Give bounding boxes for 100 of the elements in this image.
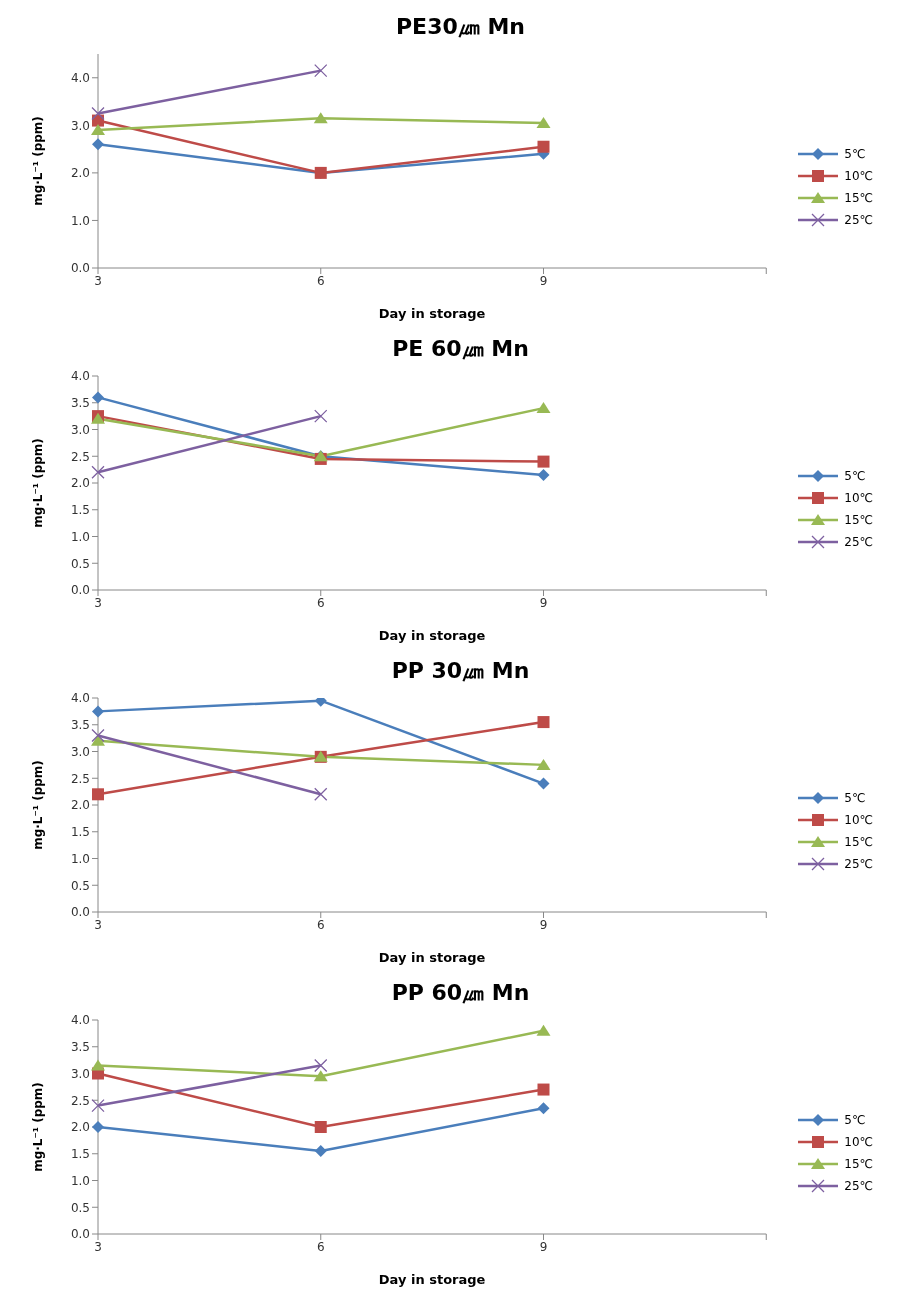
y-tick-label: 1.0 <box>70 851 90 866</box>
point <box>314 787 328 801</box>
y-tick-label: 2.0 <box>70 798 90 813</box>
y-tick-label: 3.0 <box>70 1066 90 1081</box>
x-tick-label: 3 <box>94 1239 102 1254</box>
legend-label: 5℃ <box>844 1113 866 1127</box>
y-tick-label: 0.0 <box>70 583 90 598</box>
point <box>537 1083 550 1096</box>
chart-title: PP 60㎛ Mn <box>390 979 531 1007</box>
legend-label: 15℃ <box>844 513 873 527</box>
point <box>91 1098 105 1113</box>
x-axis-title: Day in storage <box>378 306 486 321</box>
point <box>92 705 104 718</box>
point <box>91 728 105 743</box>
point <box>537 140 550 153</box>
legend-label: 25℃ <box>844 213 873 227</box>
x-tick-label: 9 <box>539 595 548 610</box>
y-tick-label: 3.0 <box>70 118 90 133</box>
chart-title: PP 30㎛ Mn <box>390 657 531 685</box>
y-tick-label: 0.5 <box>70 556 90 571</box>
y-tick-label: 3.0 <box>70 744 90 759</box>
x-axis-title: Day in storage <box>378 1272 486 1287</box>
point <box>92 138 104 151</box>
y-tick-label: 4.0 <box>70 71 90 86</box>
legend-label: 15℃ <box>844 1157 873 1171</box>
y-tick-label: 2.0 <box>70 476 90 491</box>
point <box>537 455 550 468</box>
x-tick-label: 3 <box>94 273 102 288</box>
y-tick-label: 1.5 <box>70 1147 90 1162</box>
y-axis-title: mg·L⁻¹ (ppm) <box>31 1082 46 1172</box>
point <box>313 112 328 124</box>
point <box>92 391 104 404</box>
y-tick-label: 4.0 <box>70 691 90 706</box>
legend-label: 5℃ <box>844 147 866 161</box>
y-tick-label: 1.0 <box>70 1173 90 1188</box>
x-tick-label: 9 <box>539 917 548 932</box>
y-axis-title: mg·L⁻¹ (ppm) <box>31 760 46 850</box>
x-tick-label: 6 <box>316 273 325 288</box>
y-tick-label: 2.0 <box>70 1120 90 1135</box>
legend-label: 25℃ <box>844 535 873 549</box>
point <box>91 124 105 136</box>
point <box>91 106 105 121</box>
legend-label: 25℃ <box>844 1179 873 1193</box>
y-tick-label: 1.0 <box>70 213 90 228</box>
point <box>537 468 550 481</box>
point <box>536 1024 551 1036</box>
x-tick-label: 6 <box>316 1239 325 1254</box>
legend-label: 5℃ <box>844 469 866 483</box>
legend-label: 10℃ <box>844 813 873 827</box>
chart-title: PE30㎛ Mn <box>395 13 526 41</box>
legend-label: 5℃ <box>844 791 866 805</box>
y-tick-label: 0.5 <box>70 1200 90 1215</box>
point <box>91 465 105 479</box>
y-axis-title: mg·L⁻¹ (ppm) <box>31 116 46 206</box>
point <box>314 1145 327 1158</box>
point <box>314 1121 327 1133</box>
y-tick-label: 3.0 <box>70 422 90 437</box>
x-tick-label: 9 <box>539 1239 548 1254</box>
point <box>537 777 550 790</box>
point <box>91 734 105 746</box>
x-tick-label: 6 <box>316 595 325 610</box>
y-tick-label: 4.0 <box>70 369 90 384</box>
point <box>536 758 551 770</box>
x-axis-title: Day in storage <box>378 628 486 643</box>
legend-label: 25℃ <box>844 857 873 871</box>
y-tick-label: 0.0 <box>70 905 90 920</box>
y-tick-label: 1.0 <box>70 529 90 544</box>
y-tick-label: 0.0 <box>70 1227 90 1242</box>
point <box>537 716 550 729</box>
y-tick-label: 4.0 <box>70 1013 90 1028</box>
point <box>314 1058 328 1073</box>
point <box>536 116 551 128</box>
y-tick-label: 2.5 <box>70 771 90 786</box>
x-tick-label: 6 <box>316 917 325 932</box>
point <box>536 402 551 414</box>
y-axis-title: mg·L⁻¹ (ppm) <box>31 438 46 528</box>
y-tick-label: 1.5 <box>70 825 90 840</box>
legend-label: 10℃ <box>844 1135 873 1149</box>
point <box>92 1121 104 1133</box>
point <box>314 409 328 423</box>
point <box>91 1059 105 1071</box>
x-tick-label: 3 <box>94 595 102 610</box>
legend-label: 10℃ <box>844 491 873 505</box>
y-tick-label: 3.5 <box>70 396 90 411</box>
x-axis-title: Day in storage <box>378 950 486 965</box>
y-tick-label: 2.5 <box>70 449 90 464</box>
y-tick-label: 3.5 <box>70 1040 90 1055</box>
y-tick-label: 0.0 <box>70 261 90 276</box>
legend-label: 15℃ <box>844 191 873 205</box>
y-tick-label: 1.5 <box>70 503 90 518</box>
point <box>537 1102 550 1115</box>
y-tick-label: 0.5 <box>70 878 90 893</box>
point <box>314 63 328 78</box>
legend-label: 10℃ <box>844 169 873 183</box>
y-tick-label: 2.5 <box>70 1093 90 1108</box>
legend-label: 15℃ <box>844 835 873 849</box>
x-tick-label: 9 <box>539 273 548 288</box>
point <box>92 788 104 801</box>
y-tick-label: 2.0 <box>70 166 90 181</box>
chart-title: PE 60㎛ Mn <box>391 335 530 363</box>
